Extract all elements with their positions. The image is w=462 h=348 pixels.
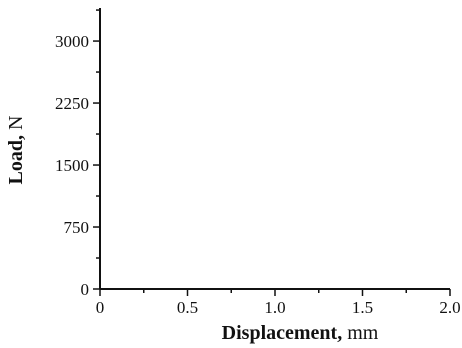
y-tick-label: 2250 — [55, 94, 89, 113]
tick-labels-layer: 0 0.5 1.0 1.5 2.0 0 750 1500 2250 3000 — [55, 32, 461, 317]
x-axis-title-main: Displacement, — [222, 322, 343, 344]
x-axis-title: Displacement, mm — [222, 322, 379, 344]
ticks-layer — [93, 9, 451, 296]
y-tick-label: 1500 — [55, 156, 89, 175]
x-tick-label: 1.5 — [352, 298, 373, 317]
y-tick-label: 0 — [81, 280, 90, 299]
x-axis-title-unit: mm — [347, 322, 379, 344]
y-tick-label: 750 — [64, 218, 90, 237]
y-axis-title-main: Load, — [5, 135, 27, 184]
y-axis-title-unit: N — [5, 116, 27, 130]
x-tick-label: 2.0 — [439, 298, 460, 317]
x-tick-label: 0.5 — [177, 298, 198, 317]
y-axis-title: Load, N — [5, 116, 27, 185]
x-tick-label: 0 — [96, 298, 105, 317]
x-tick-label: 1.0 — [264, 298, 285, 317]
y-tick-label: 3000 — [55, 32, 89, 51]
